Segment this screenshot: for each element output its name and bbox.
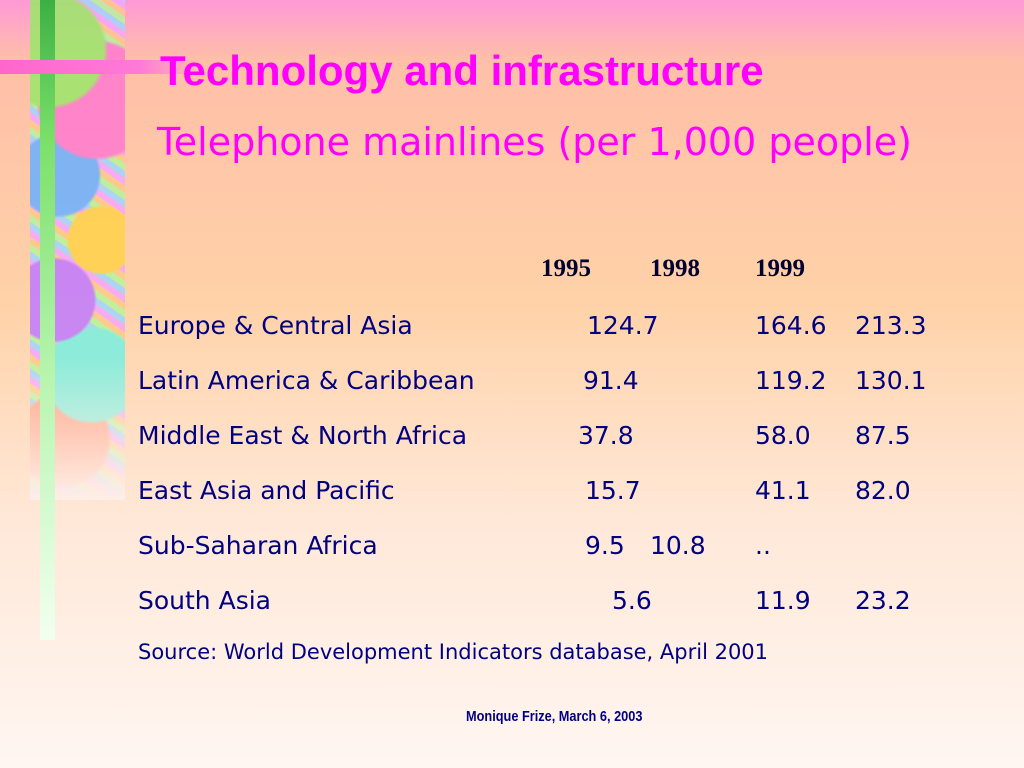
year-header-1995: 1995 [541,255,591,282]
region-label: Middle East & North Africa [138,421,468,450]
decorative-vertical-bar [40,0,55,640]
value-1995: 91.4 [583,366,639,395]
value-1999: 82.0 [855,476,911,505]
value-1999: 130.1 [855,366,927,395]
value-1998: 41.1 [755,476,811,505]
region-label: Latin America & Caribbean [138,366,475,395]
footer-author-date: Monique Frize, March 6, 2003 [466,708,643,725]
value-1995: 9.5 [585,531,625,560]
region-label: South Asia [138,586,271,615]
value-1995: 5.6 [612,586,652,615]
value-1995: 15.7 [585,476,641,505]
value-1999: .. [755,531,771,560]
slide-title: Technology and infrastructure [160,47,764,94]
slide-subtitle: Telephone mainlines (per 1,000 people) [157,120,912,164]
region-label: Sub-Saharan Africa [138,531,378,560]
value-1995: 37.8 [578,421,634,450]
value-1995: 124.7 [587,311,659,340]
value-1998: 58.0 [755,421,811,450]
decorative-horizontal-bar [0,60,200,74]
region-label: Europe & Central Asia [138,311,413,340]
year-header-1999: 1999 [755,255,805,282]
value-1998: 119.2 [755,366,827,395]
region-label: East Asia and Pacific [138,476,395,505]
source-note: Source: World Development Indicators dat… [138,640,769,664]
value-1998: 11.9 [755,586,811,615]
year-header-1998: 1998 [650,255,700,282]
value-1998: 164.6 [755,311,827,340]
value-1999: 23.2 [855,586,911,615]
value-1998: 10.8 [650,531,706,560]
value-1999: 213.3 [855,311,927,340]
value-1999: 87.5 [855,421,911,450]
